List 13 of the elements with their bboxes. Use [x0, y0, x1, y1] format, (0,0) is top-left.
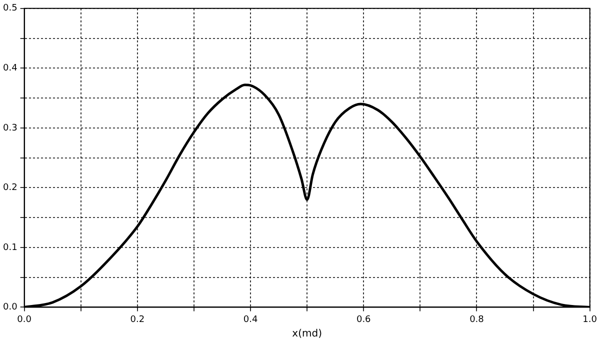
x-tick-label: 0.6	[356, 314, 372, 325]
x-tick-label: 0.8	[470, 314, 484, 325]
x-axis-title: x(md)	[292, 328, 322, 340]
x-tick-label: 0.0	[17, 314, 32, 325]
x-tick-label: 0.2	[130, 314, 145, 325]
x-tick-label: 1.0	[582, 314, 598, 325]
y-tick-label: 0.2	[2, 183, 18, 194]
y-tick-label: 0.4	[2, 64, 18, 74]
y-tick-label: 0.1	[2, 242, 18, 253]
y-tick-label: 0.5	[2, 4, 18, 14]
y-tick-label: 0.0	[2, 302, 18, 313]
x-tick-label: 0.4	[243, 314, 258, 325]
y-tick-label: 0.3	[2, 123, 18, 134]
